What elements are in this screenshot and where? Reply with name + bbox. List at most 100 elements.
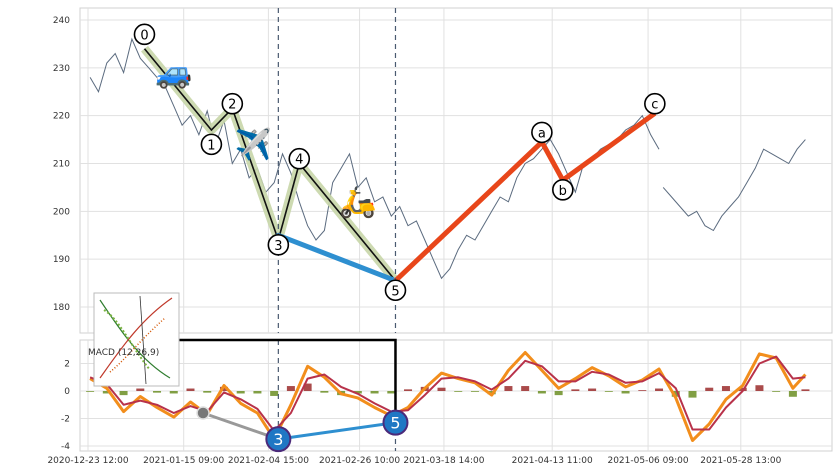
macd-histogram-bar [788,391,797,397]
macd-ytick-label: 2 [64,360,70,370]
wave-overlays [141,45,657,284]
blue-connector [278,421,396,441]
macd-histogram-bar [571,389,580,391]
macd-histogram-bar [303,383,312,391]
wave-label-circle [221,92,244,115]
macd-histogram-bar [638,390,647,391]
wave-label-c: c [651,98,658,113]
car-icon: 🚙 [155,56,192,91]
macd-histogram-bar [370,391,379,394]
macd-histogram-bar [219,386,228,391]
macd-histogram-bar [286,386,295,391]
macd-histogram-bar [437,387,446,391]
macd-marker-3 [265,426,292,453]
price-ytick-label: 220 [53,112,70,122]
macd-histogram-bar [353,391,362,394]
macd-ytick-label: 0 [64,387,70,397]
wave-label-b: b [559,184,567,199]
price-panel-frame [79,7,833,334]
price-series [89,37,806,280]
macd-histogram-bar [270,391,279,396]
impulse-wave-line [143,48,397,282]
inset-curve-5 [109,317,166,373]
price-ytick-label: 230 [53,64,70,74]
macd-histogram-bar [86,391,95,392]
macd-histogram-bar [102,391,111,394]
macd-histogram-bar [755,385,764,391]
macd-histogram-bar [136,388,145,391]
wave-label-circle [552,179,574,201]
wave-3-5-connector [275,232,398,284]
macd-histogram-bar [470,391,479,392]
macd-histogram-bar [404,389,413,391]
scooter-icon: 🛵 [339,185,376,220]
macd-ytick-label: -2 [61,415,70,425]
wave-label-circle [133,23,156,46]
macd-label: MACD (12,26,9) [88,348,159,358]
price-ytick-label: 180 [53,303,70,313]
macd-marker-5 [382,409,409,436]
macd-histogram-bar [253,391,262,394]
xtick-label: 2020-12-23 12:00 [47,456,128,466]
macd-histogram-bar [203,391,212,393]
macd-histogram-bar [801,389,810,391]
price-line [89,37,660,280]
macd-histogram-bar [688,391,697,398]
airplane-icon: ✈️ [235,125,272,162]
macd-line-red [89,355,806,432]
wave-label-3: 3 [274,239,282,254]
macd-panel-frame [79,339,833,452]
macd-histogram-bar [671,391,680,397]
wave-label-5: 5 [391,284,399,299]
black-connector [179,338,397,411]
macd-histogram-bar [521,386,530,391]
xtick-label: 2021-05-28 13:00 [700,456,781,466]
xtick-label: 2021-04-13 11:00 [512,456,593,466]
price-line-after-c [662,139,806,232]
macd-histogram-bar [655,388,664,391]
xtick-label: 2021-05-06 09:00 [607,456,688,466]
xtick-label: 2021-03-18 14:00 [403,456,484,466]
macd-histogram-bar [705,387,714,391]
macd-histogram-bar [169,391,178,394]
inset-thumbnail [93,292,180,387]
macd-histogram-bar [772,391,781,392]
macd-histogram-bar [621,391,630,394]
macd-histogram-bar [236,391,245,394]
grid-lines [80,8,832,451]
price-ytick-label: 190 [53,255,70,265]
inset-curve-4 [103,309,151,371]
thumbnail-chart-icon [99,295,173,385]
macd-histogram-bar [588,388,597,391]
xtick-label: 2021-02-04 15:00 [228,456,309,466]
wave-label-a: a [538,126,546,141]
macd-histogram-bar [537,391,546,394]
wave-label-2: 2 [228,98,236,113]
xtick-label: 2021-01-15 09:00 [143,456,224,466]
macd-histogram-bar [320,391,329,393]
price-ytick-label: 240 [53,16,70,26]
macd-lines [89,351,807,442]
wave-label-circle [531,121,553,144]
macd-histogram-bar [119,391,128,396]
macd-histogram-bar [721,386,730,391]
wave-label-circle [200,133,223,156]
macd-histogram-bar [387,391,396,394]
price-ytick-label: 210 [53,160,70,170]
price-ytick-label: 200 [53,207,70,217]
macd-marker-label: 5 [390,414,400,433]
inset-frame [93,292,180,387]
inset-curve-3 [139,295,147,385]
macd-histogram [86,383,810,398]
xtick-label: 2021-02-26 10:00 [319,456,400,466]
macd-histogram-bar [554,391,563,396]
inset-curve-1 [99,299,171,379]
wave-label-circle [384,279,407,302]
connector-lines [179,338,397,441]
corrective-abc-wave [393,111,657,283]
wave-label-0: 0 [140,28,148,43]
wave-labels: 3 5 0 1 2 3 4 5 a b c [133,23,666,453]
macd-histogram-bar [604,391,613,392]
